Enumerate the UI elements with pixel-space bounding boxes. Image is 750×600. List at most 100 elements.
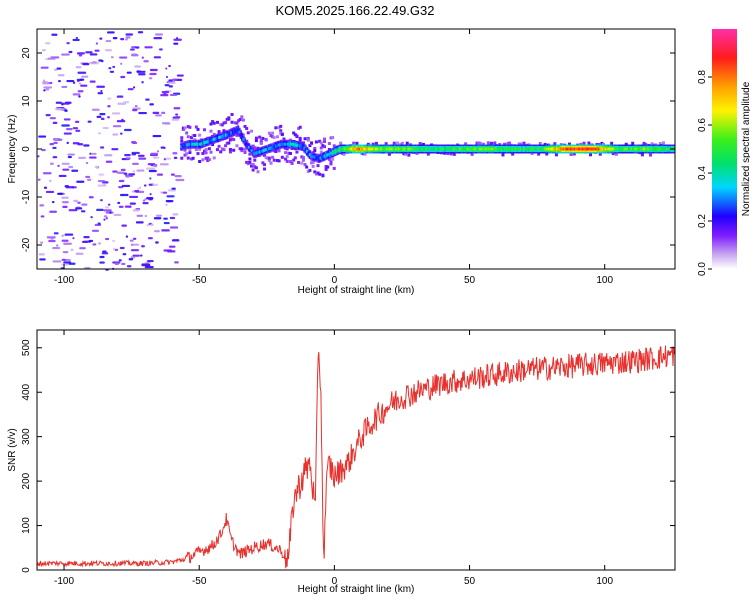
spectrogram-noise-cell bbox=[125, 235, 129, 238]
spectrogram-noise-cell bbox=[61, 258, 66, 261]
spectrogram-halo-cell bbox=[595, 143, 599, 147]
spectrogram-noise-cell bbox=[107, 105, 111, 108]
spectrogram-noise-cell bbox=[63, 242, 72, 245]
spectrogram-signal-cell bbox=[561, 147, 564, 151]
spectrogram-signal-cell bbox=[411, 147, 414, 151]
spectrogram-noise-cell bbox=[120, 75, 126, 79]
spectrogram-halo-cell bbox=[227, 116, 231, 120]
spectrogram-signal-cell bbox=[270, 146, 274, 150]
spectrogram-halo-cell bbox=[282, 137, 286, 141]
spectrogram-signal-cell bbox=[412, 147, 415, 151]
spectrogram-halo-cell bbox=[240, 147, 244, 151]
spectrogram-signal-cell bbox=[472, 147, 475, 151]
spectrogram-halo-cell bbox=[272, 158, 276, 162]
spectrogram-halo-cell bbox=[522, 141, 526, 145]
spectrogram-signal-cell bbox=[356, 147, 359, 151]
spectrogram-halo-cell bbox=[306, 136, 310, 140]
spectrogram-signal-cell bbox=[615, 147, 618, 151]
spectrogram-halo-cell bbox=[300, 161, 304, 165]
spectrogram-signal-cell bbox=[450, 147, 453, 151]
spectrogram-halo-cell bbox=[222, 129, 226, 133]
spectrogram-noise-cell bbox=[51, 200, 55, 204]
spectrogram-signal-cell bbox=[381, 147, 384, 151]
spectrogram-signal-cell bbox=[495, 147, 498, 151]
spectrogram-signal-cell bbox=[456, 147, 459, 151]
spectrogram-signal-cell bbox=[193, 142, 196, 146]
spectrogram-signal-cell bbox=[415, 147, 418, 151]
spectrogram-halo-cell bbox=[215, 148, 219, 152]
spectrogram-signal-cell bbox=[593, 147, 597, 151]
spectrogram-signal-cell bbox=[603, 147, 606, 151]
spectrogram-noise-cell bbox=[136, 169, 145, 172]
spectrogram-halo-cell bbox=[228, 147, 232, 151]
spectrogram-halo-cell bbox=[211, 143, 215, 147]
spectrogram-halo-cell bbox=[610, 141, 614, 145]
spectrogram-signal-cell bbox=[597, 147, 601, 151]
spectrogram-noise-cell bbox=[161, 229, 170, 232]
spectrogram-halo-cell bbox=[297, 127, 301, 131]
spectrogram-signal-cell bbox=[400, 147, 403, 151]
spectrogram-signal-cell bbox=[449, 147, 452, 151]
spectrogram-signal-cell bbox=[349, 147, 352, 151]
spectrogram-noise-cell bbox=[133, 86, 136, 89]
spectrogram-halo-cell bbox=[188, 148, 192, 152]
spectrogram-signal-cell bbox=[538, 147, 541, 151]
spectrogram-signal-cell bbox=[662, 147, 666, 151]
spectrogram-signal-cell bbox=[627, 147, 630, 151]
spectrogram-noise-cell bbox=[159, 48, 163, 51]
spectrogram-signal-cell bbox=[297, 144, 301, 148]
spectrogram-signal-cell bbox=[526, 147, 529, 151]
spectrogram-signal-cell bbox=[551, 147, 555, 151]
spectrogram-noise-cell bbox=[83, 235, 90, 239]
spectrogram-halo-cell bbox=[392, 141, 396, 145]
spectrogram-halo-cell bbox=[251, 168, 255, 172]
spectrogram-signal-cell bbox=[401, 147, 405, 151]
spectrogram-signal-cell bbox=[426, 147, 429, 151]
spectrogram-halo-cell bbox=[404, 152, 408, 156]
spectrogram-noise-cell bbox=[39, 204, 45, 207]
spectrogram-halo-cell bbox=[305, 165, 309, 169]
spectrogram-halo-cell bbox=[319, 150, 323, 154]
spectrogram-signal-cell bbox=[203, 141, 206, 145]
spectrogram-noise-cell bbox=[96, 85, 105, 88]
spectrogram-noise-cell bbox=[121, 184, 131, 188]
spectrogram-signal-cell bbox=[577, 147, 580, 151]
spectrogram-halo-cell bbox=[295, 135, 299, 139]
spectrogram-halo-cell bbox=[464, 142, 468, 146]
spectrogram-halo-cell bbox=[602, 143, 606, 147]
spectrogram-noise-cell bbox=[174, 175, 182, 178]
spectrogram-signal-cell bbox=[276, 144, 279, 148]
spectrogram-halo-cell bbox=[191, 156, 195, 160]
snr-y-tick-label: 0 bbox=[21, 567, 32, 573]
spectrogram-halo-cell bbox=[614, 152, 618, 156]
spectrogram-noise-cell bbox=[143, 60, 149, 63]
spectrogram-noise-cell bbox=[121, 224, 127, 227]
spectrogram-halo-cell bbox=[206, 158, 210, 162]
spectrogram-signal-cell bbox=[614, 147, 617, 151]
spectrogram-noise-cell bbox=[129, 195, 139, 199]
spectrogram-noise-cell bbox=[156, 150, 159, 153]
spectrogram-noise-cell bbox=[98, 242, 102, 245]
spectrogram-noise-cell bbox=[89, 80, 96, 83]
spectrogram-halo-cell bbox=[277, 149, 281, 153]
spectrogram-signal-cell bbox=[260, 149, 263, 153]
spectrogram-signal-cell bbox=[484, 147, 487, 151]
spectrogram-noise-cell bbox=[148, 169, 157, 173]
spectrogram-signal-cell bbox=[377, 147, 380, 151]
spectrogram-signal-cell bbox=[514, 147, 517, 151]
spectrogram-signal-cell bbox=[370, 147, 374, 151]
spectrogram-halo-cell bbox=[538, 141, 542, 145]
spectrogram-noise-cell bbox=[167, 189, 176, 192]
spectrogram-halo-cell bbox=[180, 156, 184, 160]
spectrogram-signal-cell bbox=[399, 147, 402, 151]
spectrogram-halo-cell bbox=[311, 164, 315, 168]
spectrogram-signal-cell bbox=[629, 147, 632, 151]
spectrogram-noise-cell bbox=[170, 173, 175, 176]
spectrogram-noise-cell bbox=[91, 61, 97, 64]
spectrogram-noise-cell bbox=[155, 214, 162, 217]
spectrogram-signal-cell bbox=[566, 147, 570, 151]
spectrogram-halo-cell bbox=[264, 138, 268, 142]
spectrogram-signal-cell bbox=[585, 147, 588, 151]
snr-series-line bbox=[36, 345, 676, 569]
spectrogram-noise-cell bbox=[171, 78, 177, 81]
